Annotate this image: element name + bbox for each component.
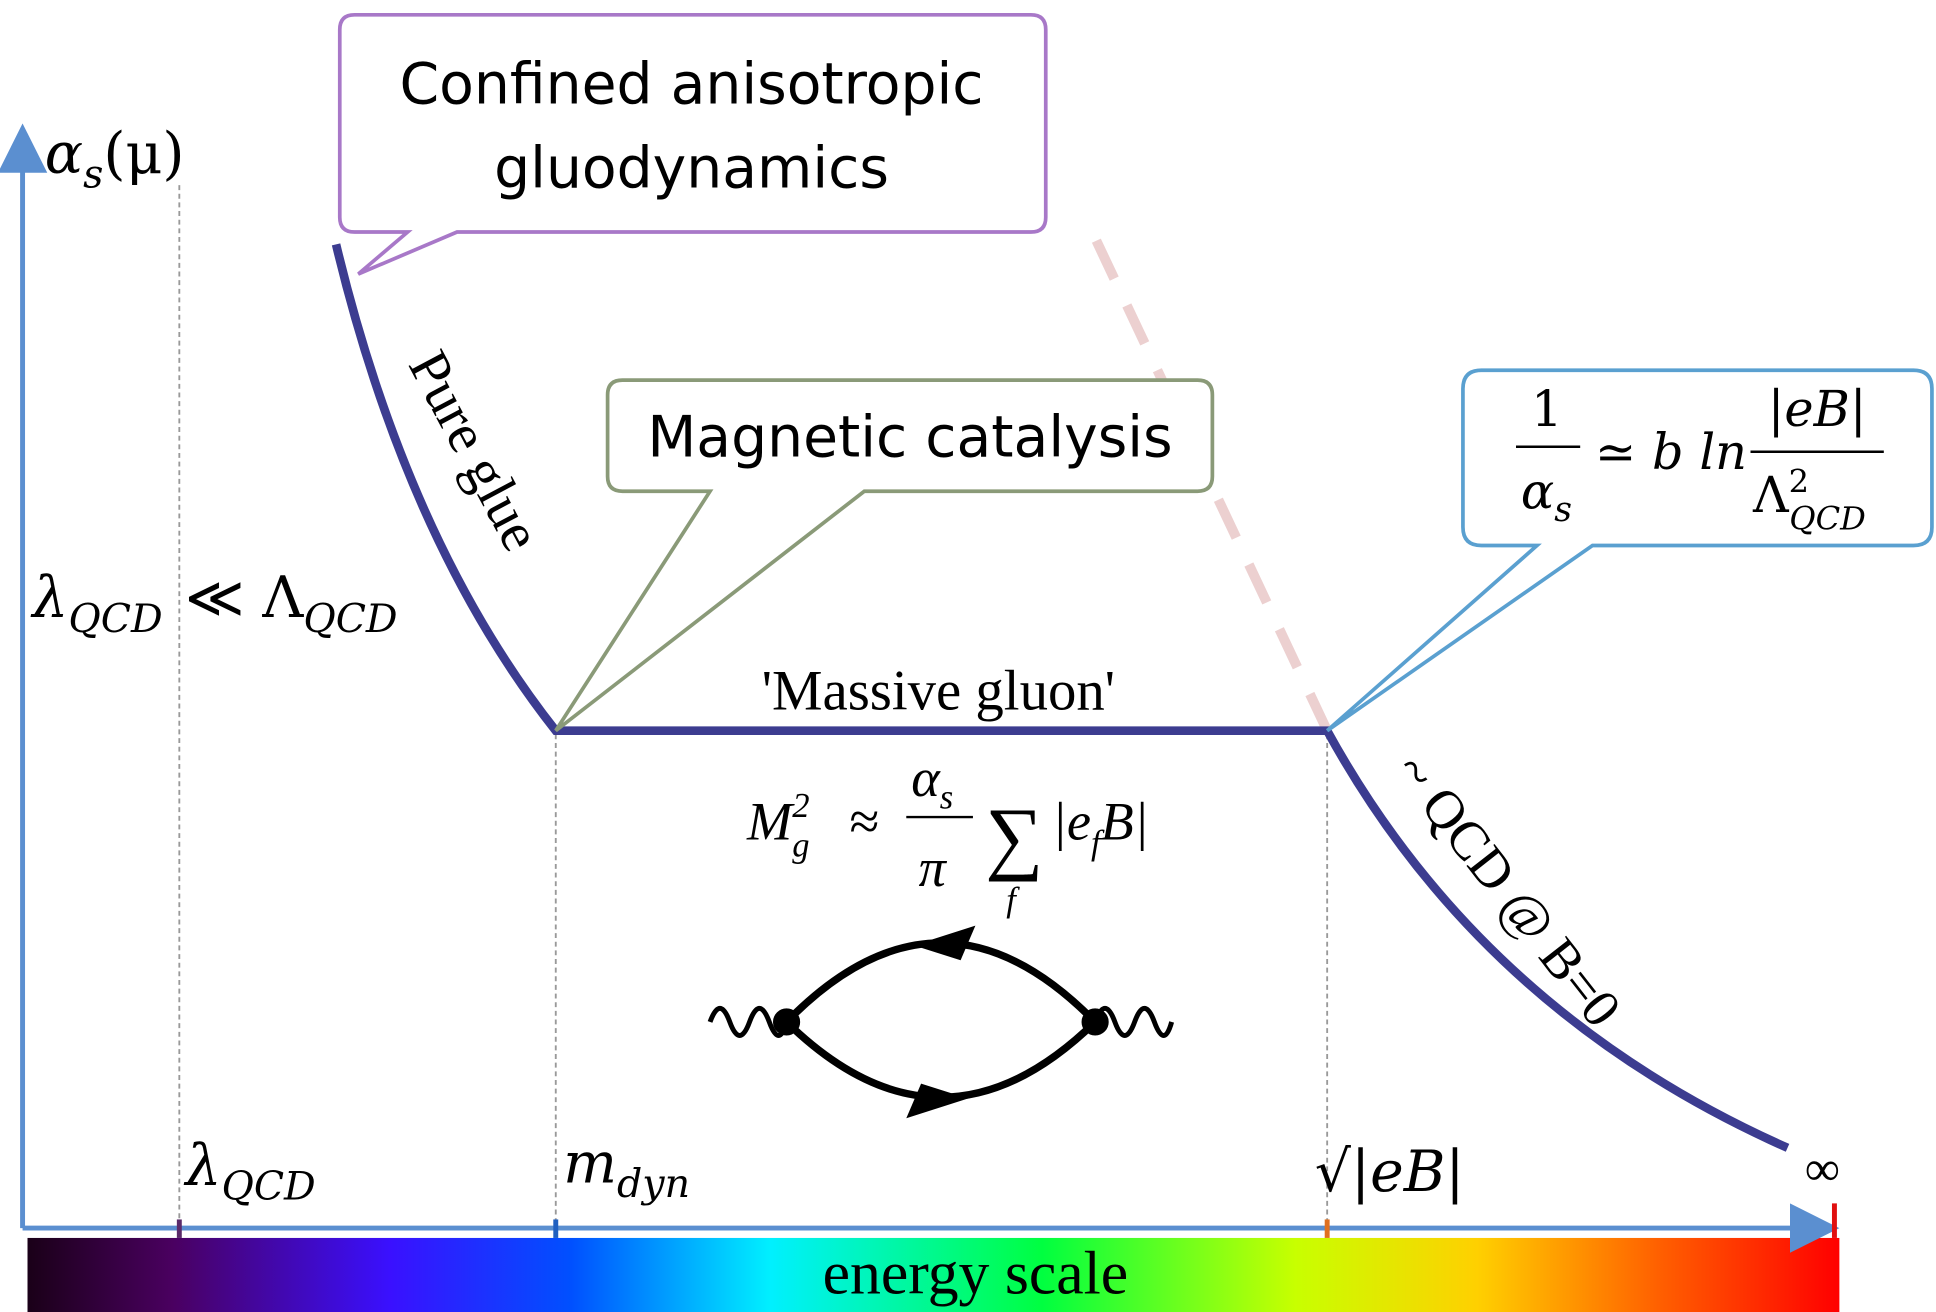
sum: ∑	[985, 791, 1043, 882]
guides	[179, 185, 1327, 1228]
loop	[787, 943, 1096, 1097]
sub: s	[1554, 490, 1572, 530]
sup: 2	[792, 787, 809, 825]
sup: 2	[1789, 462, 1809, 500]
sub: s	[940, 778, 953, 816]
page: energy scale αs(μ) λQCD mdyn √|eB| ∞ λQC…	[0, 0, 1936, 1312]
tick-marks	[179, 1203, 1834, 1238]
sub: g	[792, 827, 809, 865]
numerator: 1	[1531, 380, 1562, 438]
relation: λQCD≪ ΛQCD	[30, 565, 397, 642]
curve-label: ~ QCD @ B=0	[1383, 742, 1633, 1038]
curve-label: 'Massive gluon'	[762, 660, 1115, 723]
sub: QCD	[68, 596, 162, 642]
approx: ≈	[850, 791, 880, 851]
numerator: |eB|	[1768, 380, 1867, 438]
callout-text: Confined anisotropic	[400, 52, 984, 118]
numerator: αs	[911, 748, 953, 816]
x-axis-label: energy scale	[823, 1239, 1129, 1307]
tick-label: √|eB|	[1315, 1139, 1465, 1205]
operator: ≪ Λ	[185, 565, 304, 631]
sub: QCD	[221, 1164, 315, 1210]
vertex	[1085, 1012, 1105, 1032]
sub: QCD	[1789, 499, 1866, 537]
sub: QCD	[303, 596, 397, 642]
symbol: Λ	[1752, 466, 1790, 524]
diagram: energy scale αs(μ) λQCD mdyn √|eB| ∞ λQC…	[0, 0, 1936, 1312]
relation: ≃ b ln	[1595, 423, 1747, 481]
sub: dyn	[617, 1161, 690, 1207]
callout-text: gluodynamics	[494, 136, 889, 202]
vertex	[777, 1012, 797, 1032]
symbol: M	[746, 791, 795, 851]
arrow	[906, 1084, 968, 1119]
symbol: λ	[183, 1133, 221, 1199]
arrow	[914, 926, 976, 961]
denominator: π	[919, 838, 948, 898]
symbol: α	[45, 121, 83, 187]
symbol: λ	[30, 565, 68, 631]
y-axis-label: αs(μ)	[45, 121, 185, 198]
symbol: |e	[1052, 791, 1091, 851]
sum-sub: f	[1006, 881, 1020, 919]
callout-text: Magnetic catalysis	[647, 405, 1172, 471]
tick-label: ∞	[1805, 1141, 1840, 1196]
arg: (μ)	[103, 121, 184, 187]
curve-label: Pure glue	[396, 341, 553, 561]
symbol: α	[1521, 463, 1554, 521]
tick-label: λQCD	[183, 1133, 315, 1210]
symbol: B|	[1101, 791, 1149, 851]
symbol: α	[911, 748, 941, 808]
tick-label: mdyn	[563, 1130, 690, 1207]
sub: s	[83, 152, 103, 198]
feynman-loop	[710, 926, 1172, 1119]
term: |efB|	[1052, 791, 1149, 862]
symbol: m	[563, 1130, 617, 1196]
